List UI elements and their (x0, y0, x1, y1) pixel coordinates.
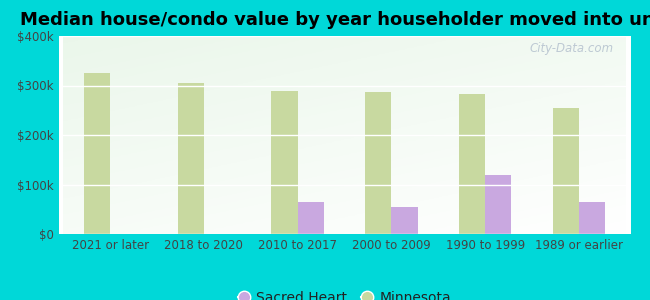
Bar (365, 92, 391, 234)
Bar (177, 83, 204, 234)
Bar (271, 92, 298, 234)
Bar (84, 73, 110, 234)
Bar (579, 202, 605, 234)
Title: Median house/condo value by year householder moved into unit: Median house/condo value by year househo… (20, 11, 650, 29)
Bar (552, 108, 579, 234)
Bar (298, 202, 324, 234)
Legend: Sacred Heart, Minnesota: Sacred Heart, Minnesota (233, 285, 456, 300)
Bar (459, 94, 485, 234)
Bar (391, 207, 418, 234)
Text: City-Data.com: City-Data.com (529, 42, 614, 55)
Bar (485, 175, 512, 234)
